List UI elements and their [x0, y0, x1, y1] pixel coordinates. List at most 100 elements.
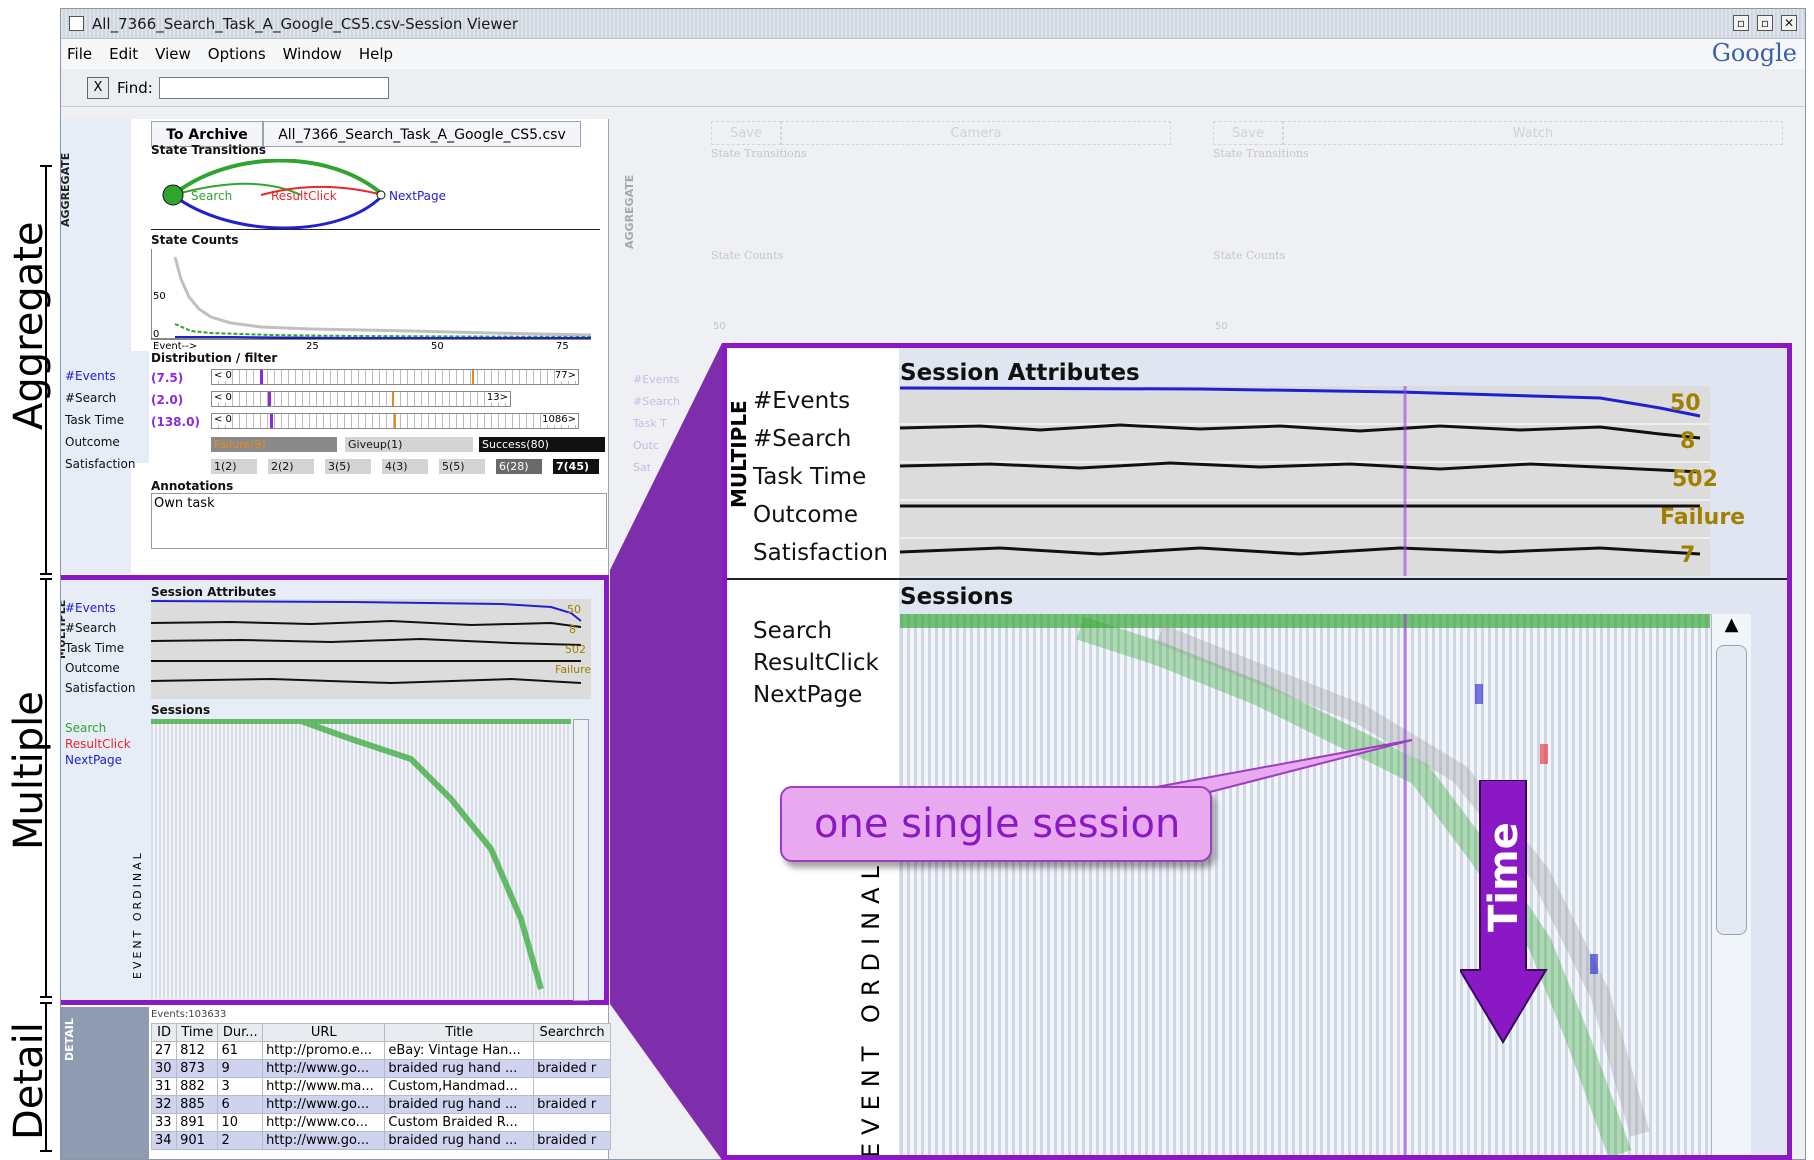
- outcome-failure[interactable]: Failure(9): [211, 437, 337, 452]
- zoom-val-search: 8: [1680, 429, 1695, 454]
- col-title[interactable]: Title: [384, 1023, 535, 1042]
- divider: [151, 229, 600, 230]
- annotations-text[interactable]: Own task: [151, 493, 607, 549]
- small-attr-events: #Events: [65, 601, 116, 615]
- outcome-success[interactable]: Success(80): [479, 437, 605, 452]
- table-row[interactable]: 34 901 2 http://www.go... braided rug hand .…: [150, 1131, 611, 1150]
- faded-label-satisfaction: Sat: [633, 461, 652, 474]
- col-search[interactable]: Searchrch: [533, 1023, 611, 1042]
- state-transitions-title: State Transitions: [151, 143, 266, 157]
- find-bar: X Find:: [61, 69, 1805, 107]
- close-icon[interactable]: ✕: [1781, 15, 1797, 31]
- small-legend-nextpage: NextPage: [65, 753, 123, 767]
- time-arrow-icon: [1460, 780, 1548, 1044]
- minimize-icon[interactable]: ▫: [1733, 15, 1749, 31]
- find-input[interactable]: [158, 76, 389, 99]
- scroll-up-icon[interactable]: ▲: [1724, 614, 1739, 635]
- faded-attribute-labels: #Events #Search Task T Outc Sat: [633, 369, 693, 479]
- satisfaction-2[interactable]: 2(2): [268, 459, 314, 474]
- attr-strip: [61, 351, 149, 463]
- satisfaction-6[interactable]: 6(28): [496, 459, 542, 474]
- aggregate-bracket: [40, 165, 52, 575]
- col-dur[interactable]: Dur...: [217, 1023, 264, 1042]
- small-attr-time: Task Time: [65, 641, 125, 655]
- zoom-val-outcome: Failure: [1660, 505, 1745, 530]
- table-row[interactable]: 27 812 61 http://promo.e... eBay: Vintage Ha…: [150, 1041, 611, 1060]
- small-attr-search: #Search: [65, 621, 117, 635]
- faded-label-search: #Search: [633, 395, 681, 408]
- file-tab[interactable]: All_7366_Search_Task_A_Google_CS5.csv: [263, 121, 581, 147]
- zoom-sessions-events: [900, 614, 1710, 1155]
- counts-y-0: 0: [153, 329, 159, 340]
- zoom-attr-time: Task Time: [753, 464, 867, 490]
- zoomed-multiple-view: MULTIPLE Session Attributes #Events #Sea…: [722, 343, 1792, 1160]
- camera-save-button[interactable]: Save: [711, 121, 781, 145]
- menu-file[interactable]: File: [67, 45, 93, 63]
- left-panel: AGGREGATE To Archive All_7366_Search_Tas…: [61, 119, 611, 1159]
- to-archive-button[interactable]: To Archive: [151, 121, 263, 147]
- watch-save-button[interactable]: Save: [1213, 121, 1283, 145]
- sessions-small-scrollbar[interactable]: [573, 719, 589, 1001]
- zoom-attr-search: #Search: [753, 426, 852, 452]
- detail-caption: Events:103633: [151, 1009, 227, 1020]
- scroll-thumb[interactable]: [1716, 645, 1747, 935]
- time-filter-slider[interactable]: < 0 1086>: [211, 413, 579, 429]
- time-label: Time: [1481, 822, 1527, 932]
- satisfaction-7[interactable]: 7(45): [553, 459, 599, 474]
- menu-options[interactable]: Options: [207, 45, 266, 63]
- satisfaction-4[interactable]: 4(3): [382, 459, 428, 474]
- maximize-icon[interactable]: ▫: [1757, 15, 1773, 31]
- watch-pane: Save Watch State Transitions State Count…: [1213, 121, 1803, 351]
- zoom-val-satisfaction: 7: [1680, 543, 1695, 568]
- one-single-session-callout: one single session: [780, 786, 1212, 862]
- aggregate-strip: [61, 119, 131, 574]
- zoom-legend-resultclick: ResultClick: [753, 650, 879, 676]
- find-label: Find:: [117, 78, 153, 97]
- menu-view[interactable]: View: [155, 45, 191, 63]
- col-url[interactable]: URL: [262, 1023, 386, 1042]
- menu-window[interactable]: Window: [282, 45, 342, 63]
- events-min: < 0: [214, 370, 232, 381]
- small-attr-outcome: Outcome: [65, 661, 120, 675]
- table-row[interactable]: 32 885 6 http://www.go... braided rug hand .…: [150, 1095, 611, 1114]
- menu-help[interactable]: Help: [358, 45, 394, 63]
- counts-x-25: 25: [306, 341, 319, 349]
- watch-state-transitions-title: State Transitions: [1213, 147, 1309, 160]
- zoom-val-events: 50: [1670, 391, 1701, 416]
- state-transitions-graph: Search ResultClick NextPage: [162, 159, 446, 229]
- camera-state-counts-title: State Counts: [711, 249, 784, 262]
- state-nextpage-label: NextPage: [389, 189, 446, 203]
- search-filter-slider[interactable]: < 0 13>: [211, 391, 511, 407]
- sessions-small-grid: [151, 719, 571, 999]
- window-title: All_7366_Search_Task_A_Google_CS5.csv-Se…: [92, 14, 519, 33]
- col-time[interactable]: Time: [176, 1023, 219, 1042]
- state-search-label: Search: [191, 189, 232, 203]
- small-legend-search: Search: [65, 721, 107, 735]
- google-logo: Google: [1711, 39, 1797, 67]
- counts-x-75: 75: [556, 341, 569, 349]
- outcome-giveup[interactable]: Giveup(1): [345, 437, 473, 452]
- events-filter-slider[interactable]: < 0 77>: [211, 369, 579, 385]
- menu-edit[interactable]: Edit: [109, 45, 139, 63]
- state-resultclick-label: ResultClick: [271, 189, 337, 203]
- find-close-button[interactable]: X: [87, 76, 109, 99]
- attr-time-value: (138.0): [151, 415, 200, 429]
- time-max: 1086>: [542, 414, 576, 425]
- satisfaction-5[interactable]: 5(5): [439, 459, 485, 474]
- zoom-sessions-scrollbar[interactable]: ▲: [1711, 614, 1751, 1155]
- table-row[interactable]: 30 873 9 http://www.go... braided rug hand .…: [150, 1059, 611, 1078]
- zoom-divider: [727, 578, 1787, 580]
- satisfaction-3[interactable]: 3(5): [325, 459, 371, 474]
- session-attributes-small-title: Session Attributes: [151, 585, 277, 599]
- faded-label-outcome: Outc: [633, 439, 659, 452]
- zoom-attr-events: #Events: [753, 388, 851, 414]
- table-row[interactable]: 31 882 3 http://www.ma... Custom,Handmad...: [150, 1077, 611, 1096]
- col-id[interactable]: ID: [150, 1023, 178, 1042]
- satisfaction-1[interactable]: 1(2): [211, 459, 257, 474]
- zoom-val-time: 502: [1672, 467, 1718, 492]
- zoom-label-strip: [727, 348, 899, 1155]
- attr-time-label: Task Time: [65, 413, 125, 427]
- watch-state-counts-title: State Counts: [1213, 249, 1286, 262]
- state-counts-title: State Counts: [151, 233, 239, 247]
